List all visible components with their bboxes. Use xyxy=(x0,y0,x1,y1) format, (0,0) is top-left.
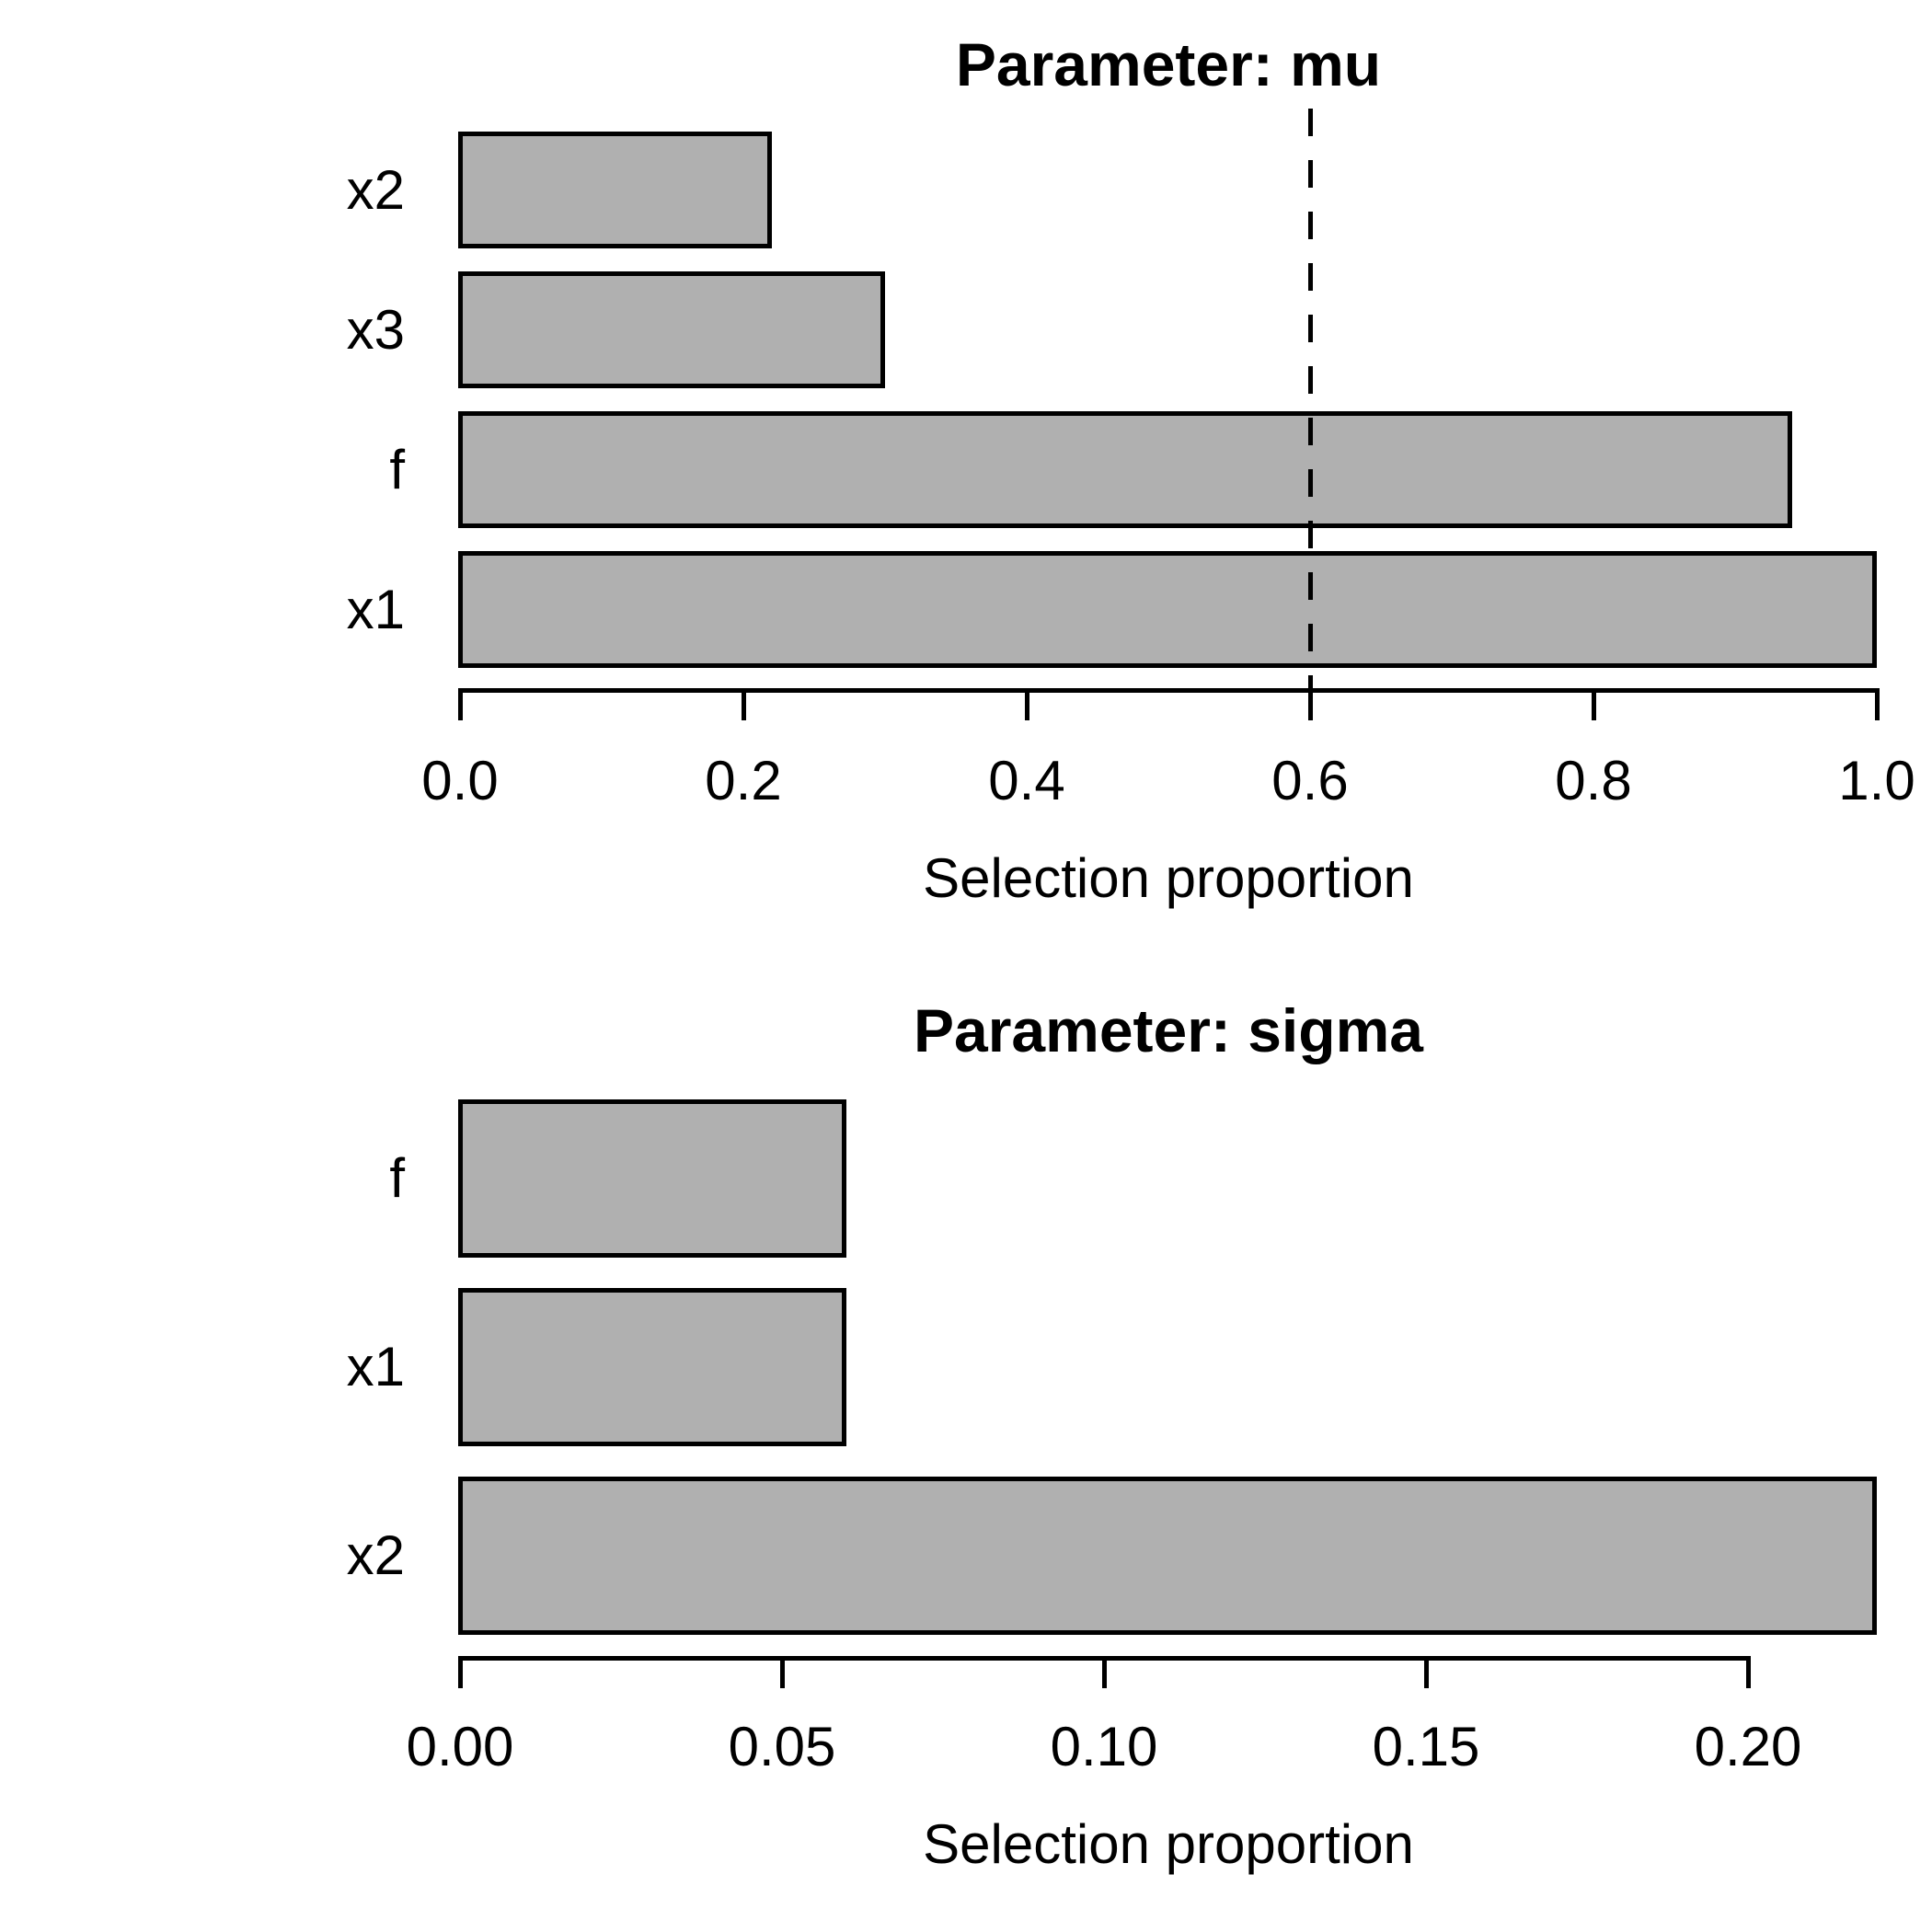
panel-parameter-sigma: Parameter: sigma Selection proportion f x… xyxy=(0,966,1932,1932)
x-axis-line xyxy=(458,1656,1751,1661)
x-axis-tick xyxy=(1308,691,1313,720)
threshold-line xyxy=(1308,109,1313,688)
chart-title-mu: Parameter: mu xyxy=(955,30,1382,98)
x-axis-tick-label: 0.6 xyxy=(1271,750,1349,811)
x-axis-tick-label: 0.20 xyxy=(1694,1716,1802,1777)
x-axis-tick xyxy=(780,1659,785,1688)
bar-f xyxy=(458,411,1792,528)
bar-x3 xyxy=(458,271,885,388)
x-axis-tick-label: 0.2 xyxy=(705,750,782,811)
bar-x1 xyxy=(458,1288,846,1446)
category-label-x2: x2 xyxy=(346,1524,405,1586)
x-axis-tick-label: 0.8 xyxy=(1555,750,1632,811)
x-axis-tick-label: 0.05 xyxy=(728,1716,836,1777)
x-axis-tick xyxy=(1025,691,1029,720)
x-axis-tick-label: 0.4 xyxy=(988,750,1065,811)
bar-x1 xyxy=(458,551,1877,668)
x-axis-tick-label: 0.00 xyxy=(406,1716,514,1777)
x-axis-tick-label: 0.0 xyxy=(421,750,499,811)
bar-x2 xyxy=(458,132,772,248)
x-axis-tick xyxy=(458,691,463,720)
category-label-f: f xyxy=(389,439,405,500)
category-label-x2: x2 xyxy=(346,159,405,221)
category-label-x1: x1 xyxy=(346,1336,405,1397)
x-axis-tick xyxy=(1746,1659,1751,1688)
x-axis-tick xyxy=(1592,691,1596,720)
x-axis-tick xyxy=(458,1659,463,1688)
x-axis-label-sigma: Selection proportion xyxy=(923,1813,1414,1875)
category-label-f: f xyxy=(389,1147,405,1209)
category-label-x1: x1 xyxy=(346,579,405,640)
x-axis-tick-label: 0.10 xyxy=(1050,1716,1158,1777)
x-axis-tick xyxy=(1875,691,1880,720)
x-axis-tick-label: 0.15 xyxy=(1372,1716,1480,1777)
x-axis-tick-label: 1.0 xyxy=(1838,750,1915,811)
x-axis-tick xyxy=(1424,1659,1429,1688)
panel-parameter-mu: Parameter: mu Selection proportion x2 x3 f… xyxy=(346,30,1915,909)
category-label-x3: x3 xyxy=(346,299,405,361)
x-axis-tick xyxy=(1102,1659,1107,1688)
x-axis-label-mu: Selection proportion xyxy=(923,847,1414,909)
bar-x2 xyxy=(458,1477,1877,1635)
x-axis-line xyxy=(458,688,1880,693)
bar-f xyxy=(458,1099,846,1258)
chart-title-sigma: Parameter: sigma xyxy=(914,996,1423,1064)
x-axis-tick xyxy=(742,691,746,720)
